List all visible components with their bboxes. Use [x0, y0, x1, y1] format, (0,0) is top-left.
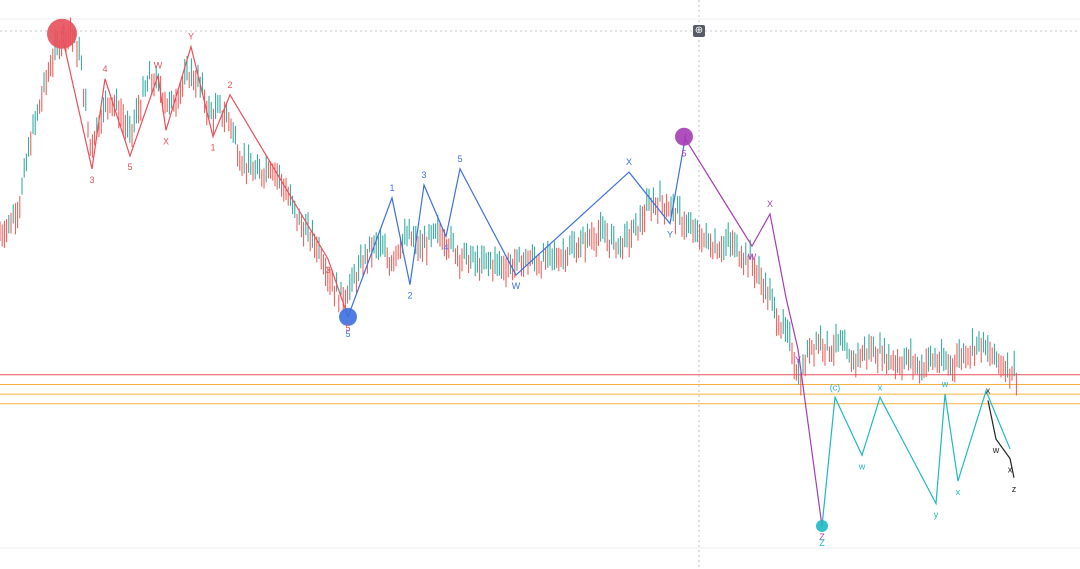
wave-label-purple-6: Z — [819, 532, 825, 542]
wave-label-red-1: 3 — [89, 175, 94, 185]
elliott-waves — [62, 40, 1015, 527]
wave-line-cyan — [821, 389, 1011, 527]
wave-label-cyan-5: w — [941, 379, 949, 389]
wave-label-blue-5: 5 — [457, 154, 462, 164]
wave-line-black — [987, 400, 1015, 478]
pivot-marker-3 — [816, 520, 828, 533]
price-series — [0, 17, 1017, 396]
pivot-marker-0 — [47, 18, 77, 49]
wave-label-purple-3: X — [767, 199, 773, 209]
wave-label-blue-4: 4 — [443, 242, 448, 252]
wave-label-red-0: 2 — [60, 25, 65, 35]
pivot-label-0: 2 — [59, 26, 64, 36]
wave-label-blue-3: 3 — [421, 170, 426, 180]
pivot-markers — [47, 18, 828, 533]
pivot-marker-1 — [339, 307, 357, 326]
pivot-label-3: Z — [819, 538, 825, 548]
wave-label-red-9: 3 — [325, 265, 330, 275]
wave-label-black-2: x — [1008, 464, 1013, 474]
wave-label-red-2: 4 — [102, 64, 107, 74]
wave-label-red-8: 2 — [227, 80, 232, 90]
wave-label-red-6: Y — [188, 32, 194, 42]
wave-label-blue-2: 2 — [407, 291, 412, 301]
crosshair-icon[interactable]: ⊕ — [693, 25, 705, 37]
wave-line-blue — [347, 133, 687, 318]
wave-label-cyan-3: x — [878, 382, 883, 392]
wave-label-black-0: x — [986, 386, 991, 396]
wave-label-cyan-2: w — [858, 461, 866, 471]
wave-label-cyan-4: y — [934, 510, 939, 520]
pivot-label-1: 5 — [345, 329, 350, 339]
wave-label-red-7: 1 — [210, 143, 215, 153]
wave-label-blue-8: Y — [667, 230, 673, 240]
wave-label-black-3: z — [1012, 484, 1017, 494]
pivot-label-2: 5 — [681, 149, 686, 159]
wave-label-cyan-6: x — [956, 487, 961, 497]
wave-label-blue-7: X — [626, 157, 632, 167]
wave-label-red-4: W — [154, 61, 163, 71]
wave-label-blue-1: 1 — [389, 183, 394, 193]
wave-label-cyan-1: (c) — [830, 382, 841, 392]
wave-line-purple — [683, 136, 823, 527]
wave-label-blue-6: W — [512, 281, 521, 291]
wave-label-red-5: X — [163, 136, 169, 146]
wave-label-red-10: 5 — [345, 323, 350, 333]
pivot-marker-2 — [675, 127, 693, 146]
wave-line-red — [62, 40, 349, 318]
wave-label-red-3: 5 — [127, 162, 132, 172]
horizontal-levels — [0, 374, 1080, 405]
wave-label-purple-5: Y — [795, 355, 801, 365]
wave-label-purple-2: W — [748, 252, 757, 262]
wave-label-black-1: w — [992, 445, 1000, 455]
